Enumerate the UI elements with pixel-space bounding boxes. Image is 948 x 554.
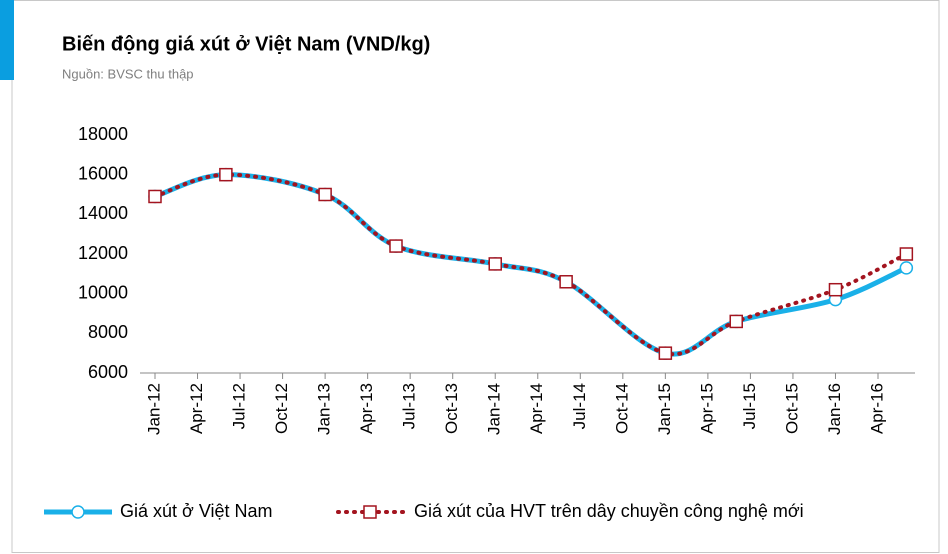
x-tick-label: Jan-13 xyxy=(315,383,334,435)
x-tick-label: Jul-14 xyxy=(570,383,589,429)
x-tick-label: Jan-16 xyxy=(825,383,844,435)
x-tick-label: Oct-14 xyxy=(612,383,631,434)
frame xyxy=(11,0,940,553)
legend-swatch xyxy=(363,505,377,519)
marker xyxy=(828,282,843,297)
legend-swatch xyxy=(71,505,85,519)
y-tick-label: 12000 xyxy=(78,243,128,263)
marker xyxy=(219,167,233,182)
marker xyxy=(148,189,162,204)
marker xyxy=(389,239,403,253)
marker xyxy=(559,275,573,289)
x-tick-label: Jul-13 xyxy=(400,383,419,429)
x-tick-label: Oct-12 xyxy=(272,383,291,434)
legend-label: Giá xút của HVT trên dây chuyền công ngh… xyxy=(414,501,804,521)
x-tick-label: Apr-12 xyxy=(187,383,206,434)
x-tick-label: Apr-16 xyxy=(867,383,886,434)
y-tick-label: 6000 xyxy=(88,362,128,382)
x-tick-label: Jul-15 xyxy=(740,383,759,429)
x-tick-label: Oct-15 xyxy=(782,383,801,434)
marker xyxy=(899,247,914,261)
legend-label: Giá xút ở Việt Nam xyxy=(120,501,273,521)
marker xyxy=(729,314,743,329)
x-tick-label: Jan-12 xyxy=(144,383,163,435)
chart-subtitle: Nguồn: BVSC thu thập xyxy=(62,66,194,81)
x-tick-label: Jan-15 xyxy=(655,383,674,435)
series-line xyxy=(153,172,909,357)
x-tick-label: Apr-14 xyxy=(527,383,546,434)
accent-bar xyxy=(0,0,14,80)
x-tick-label: Apr-15 xyxy=(697,383,716,434)
x-tick-label: Apr-13 xyxy=(357,383,376,434)
y-tick-label: 10000 xyxy=(78,282,128,302)
marker xyxy=(899,261,914,275)
x-tick-label: Oct-13 xyxy=(442,383,461,434)
y-tick-label: 18000 xyxy=(78,124,128,144)
marker xyxy=(318,187,332,202)
y-tick-label: 14000 xyxy=(78,203,128,223)
marker xyxy=(488,257,502,271)
chart-title: Biến động giá xút ở Việt Nam (VND/kg) xyxy=(62,33,430,55)
series-line xyxy=(154,172,908,357)
y-tick-label: 8000 xyxy=(88,322,128,342)
x-tick-label: Jul-12 xyxy=(230,383,249,429)
marker xyxy=(658,346,673,360)
y-tick-label: 16000 xyxy=(78,163,128,183)
x-tick-label: Jan-14 xyxy=(485,383,504,435)
